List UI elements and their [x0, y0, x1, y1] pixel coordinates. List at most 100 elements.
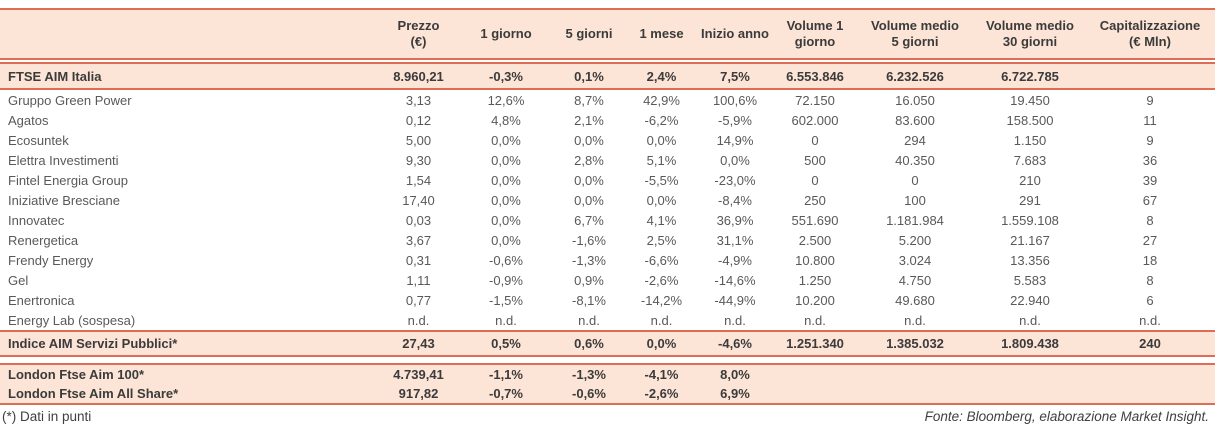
cell-value: 0,5%	[491, 336, 521, 351]
row-label: Agatos	[8, 112, 49, 128]
servizi-pubblici-band: Indice AIM Servizi Pubblici* 27,43 0,5% 0,6…	[0, 330, 1215, 357]
row-label: Innovatec	[8, 212, 65, 228]
cell-value: 8	[1146, 212, 1154, 228]
cell-value: 3.024	[898, 252, 932, 268]
cell-value: 49.680	[895, 292, 935, 308]
table-row: Fintel Energia Group 1,54 0,0% 0,0% -5,5% -23…	[0, 170, 1215, 190]
cell-value: -4,1%	[644, 367, 679, 382]
cell-value: -14,6%	[714, 272, 756, 288]
cell-value: 917,82	[398, 386, 439, 401]
table-row: Ecosuntek 5,00 0,0% 0,0% 0,0% 14,9% 0 294 1.150 9	[0, 130, 1215, 150]
cell-value: 0,1%	[574, 68, 604, 84]
row-label: Ecosuntek	[8, 132, 69, 148]
cell-value: 7,5%	[720, 68, 750, 84]
table-row: Enertronica 0,77 -1,5% -8,1% -14,2% -44,9% 10.…	[0, 290, 1215, 310]
cell-value: 19.450	[1010, 92, 1050, 108]
footnote-dati-in-punti: (*) Dati in punti	[2, 409, 92, 424]
cell-value: -4,9%	[718, 252, 752, 268]
cell-value: 0	[811, 172, 819, 188]
table-header-row: Prezzo (€) 1 giorno 5 giorni 1 mese Inizio a…	[0, 10, 1215, 58]
cell-value: 17,40	[402, 192, 435, 208]
cell-value: -5,9%	[718, 112, 752, 128]
cell-value: 0,0%	[491, 152, 521, 168]
row-indice-aim-servizi-pubblici: Indice AIM Servizi Pubblici* 27,43 0,5% 0,6…	[0, 332, 1215, 355]
cell-value: 4.739,41	[393, 367, 444, 382]
row-label: Iniziative Bresciane	[8, 192, 120, 208]
cell-value: 0,0%	[646, 192, 677, 208]
cell-value: 6.553.846	[786, 68, 844, 84]
row-label: Renergetica	[8, 232, 79, 248]
london-indices-band: London Ftse Aim 100* 4.739,41 -1,1% -1,3% -4…	[0, 363, 1215, 405]
cell-value: 31,1%	[716, 232, 754, 248]
cell-value: 5,00	[405, 132, 432, 148]
cell-value: -1,3%	[572, 252, 606, 268]
cell-value: 40.350	[895, 152, 935, 168]
cell-value: 0,0%	[491, 172, 521, 188]
cell-value: 1.251.340	[786, 336, 844, 351]
cell-value: 83.600	[895, 112, 935, 128]
cell-value: -14,2%	[640, 292, 683, 308]
cell-value: 2,4%	[646, 68, 677, 84]
cell-value: -1,3%	[572, 367, 606, 382]
cell-value: 16.050	[895, 92, 935, 108]
cell-value: 39	[1142, 172, 1158, 188]
row-label: Gel	[8, 272, 29, 288]
cell-value: -0,3%	[489, 68, 523, 84]
cell-value: 0,0%	[646, 132, 677, 148]
cell-value: 0,0%	[491, 132, 521, 148]
cell-value: 602.000	[791, 112, 839, 128]
cell-value: 67	[1142, 192, 1158, 208]
cell-value: n.d.	[650, 312, 673, 328]
cell-value: -6,6%	[644, 252, 679, 268]
cell-value: 42,9%	[643, 92, 680, 108]
cell-value: 0,0%	[574, 172, 604, 188]
cell-value: 2,5%	[646, 232, 677, 248]
cell-value: 1,54	[405, 172, 432, 188]
table-row: Frendy Energy 0,31 -0,6% -1,3% -6,6% -4,9% 10.…	[0, 250, 1215, 270]
ftse-index-band: FTSE AIM Italia 8.960,21 -0,3% 0,1% 2,4% 7,5%…	[0, 62, 1215, 90]
cell-value: 8.960,21	[393, 68, 444, 84]
cell-value: n.d.	[724, 312, 746, 328]
cell-value: -5,5%	[644, 172, 679, 188]
cell-value: 3,67	[405, 232, 432, 248]
cell-value: 18	[1142, 252, 1158, 268]
row-label: Gruppo Green Power	[8, 92, 132, 108]
cell-value: 5.583	[1013, 272, 1047, 288]
cell-value: -0,9%	[489, 272, 523, 288]
table-row: Iniziative Bresciane 17,40 0,0% 0,0% 0,0% -8,…	[0, 190, 1215, 210]
row-label: Enertronica	[8, 292, 75, 308]
cell-value: 158.500	[1006, 112, 1054, 128]
cell-value: Volume medio 5 giorni	[871, 18, 959, 49]
cell-value: 7.683	[1013, 152, 1047, 168]
cell-value: 1.181.984	[886, 212, 944, 228]
cell-value: 13.356	[1010, 252, 1050, 268]
cell-value: 27	[1142, 232, 1158, 248]
cell-value: 0,0%	[491, 212, 521, 228]
cell-value: -0,6%	[572, 386, 606, 401]
cell-value: 1 giorno	[480, 26, 532, 41]
cell-value: 4.750	[898, 272, 932, 288]
cell-value: 10.800	[795, 252, 835, 268]
cell-value: 1.250	[798, 272, 832, 288]
cell-value: n.d.	[1019, 312, 1041, 328]
cell-value: 0	[811, 132, 819, 148]
cell-value: -23,0%	[714, 172, 756, 188]
cell-value: 0,0%	[574, 132, 604, 148]
row-label: Indice AIM Servizi Pubblici*	[8, 336, 178, 351]
cell-value: 0,6%	[574, 336, 604, 351]
cell-value: 0,0%	[720, 152, 750, 168]
cell-value: -6,2%	[644, 112, 679, 128]
row-label: Fintel Energia Group	[8, 172, 128, 188]
cell-value: 1,11	[406, 272, 431, 288]
row-label: London Ftse Aim 100*	[8, 367, 145, 382]
cell-value: -1,5%	[489, 292, 523, 308]
header-band: Prezzo (€) 1 giorno 5 giorni 1 mese Inizio a…	[0, 8, 1215, 60]
cell-value: 2.500	[798, 232, 832, 248]
cell-value: n.d.	[407, 312, 430, 328]
cell-value: 210	[1019, 172, 1041, 188]
cell-value: 0	[911, 172, 919, 188]
table-row: Elettra Investimenti 9,30 0,0% 2,8% 5,1% 0,0%…	[0, 150, 1215, 170]
cell-value: -2,6%	[644, 272, 679, 288]
cell-value: Inizio anno	[701, 26, 769, 41]
